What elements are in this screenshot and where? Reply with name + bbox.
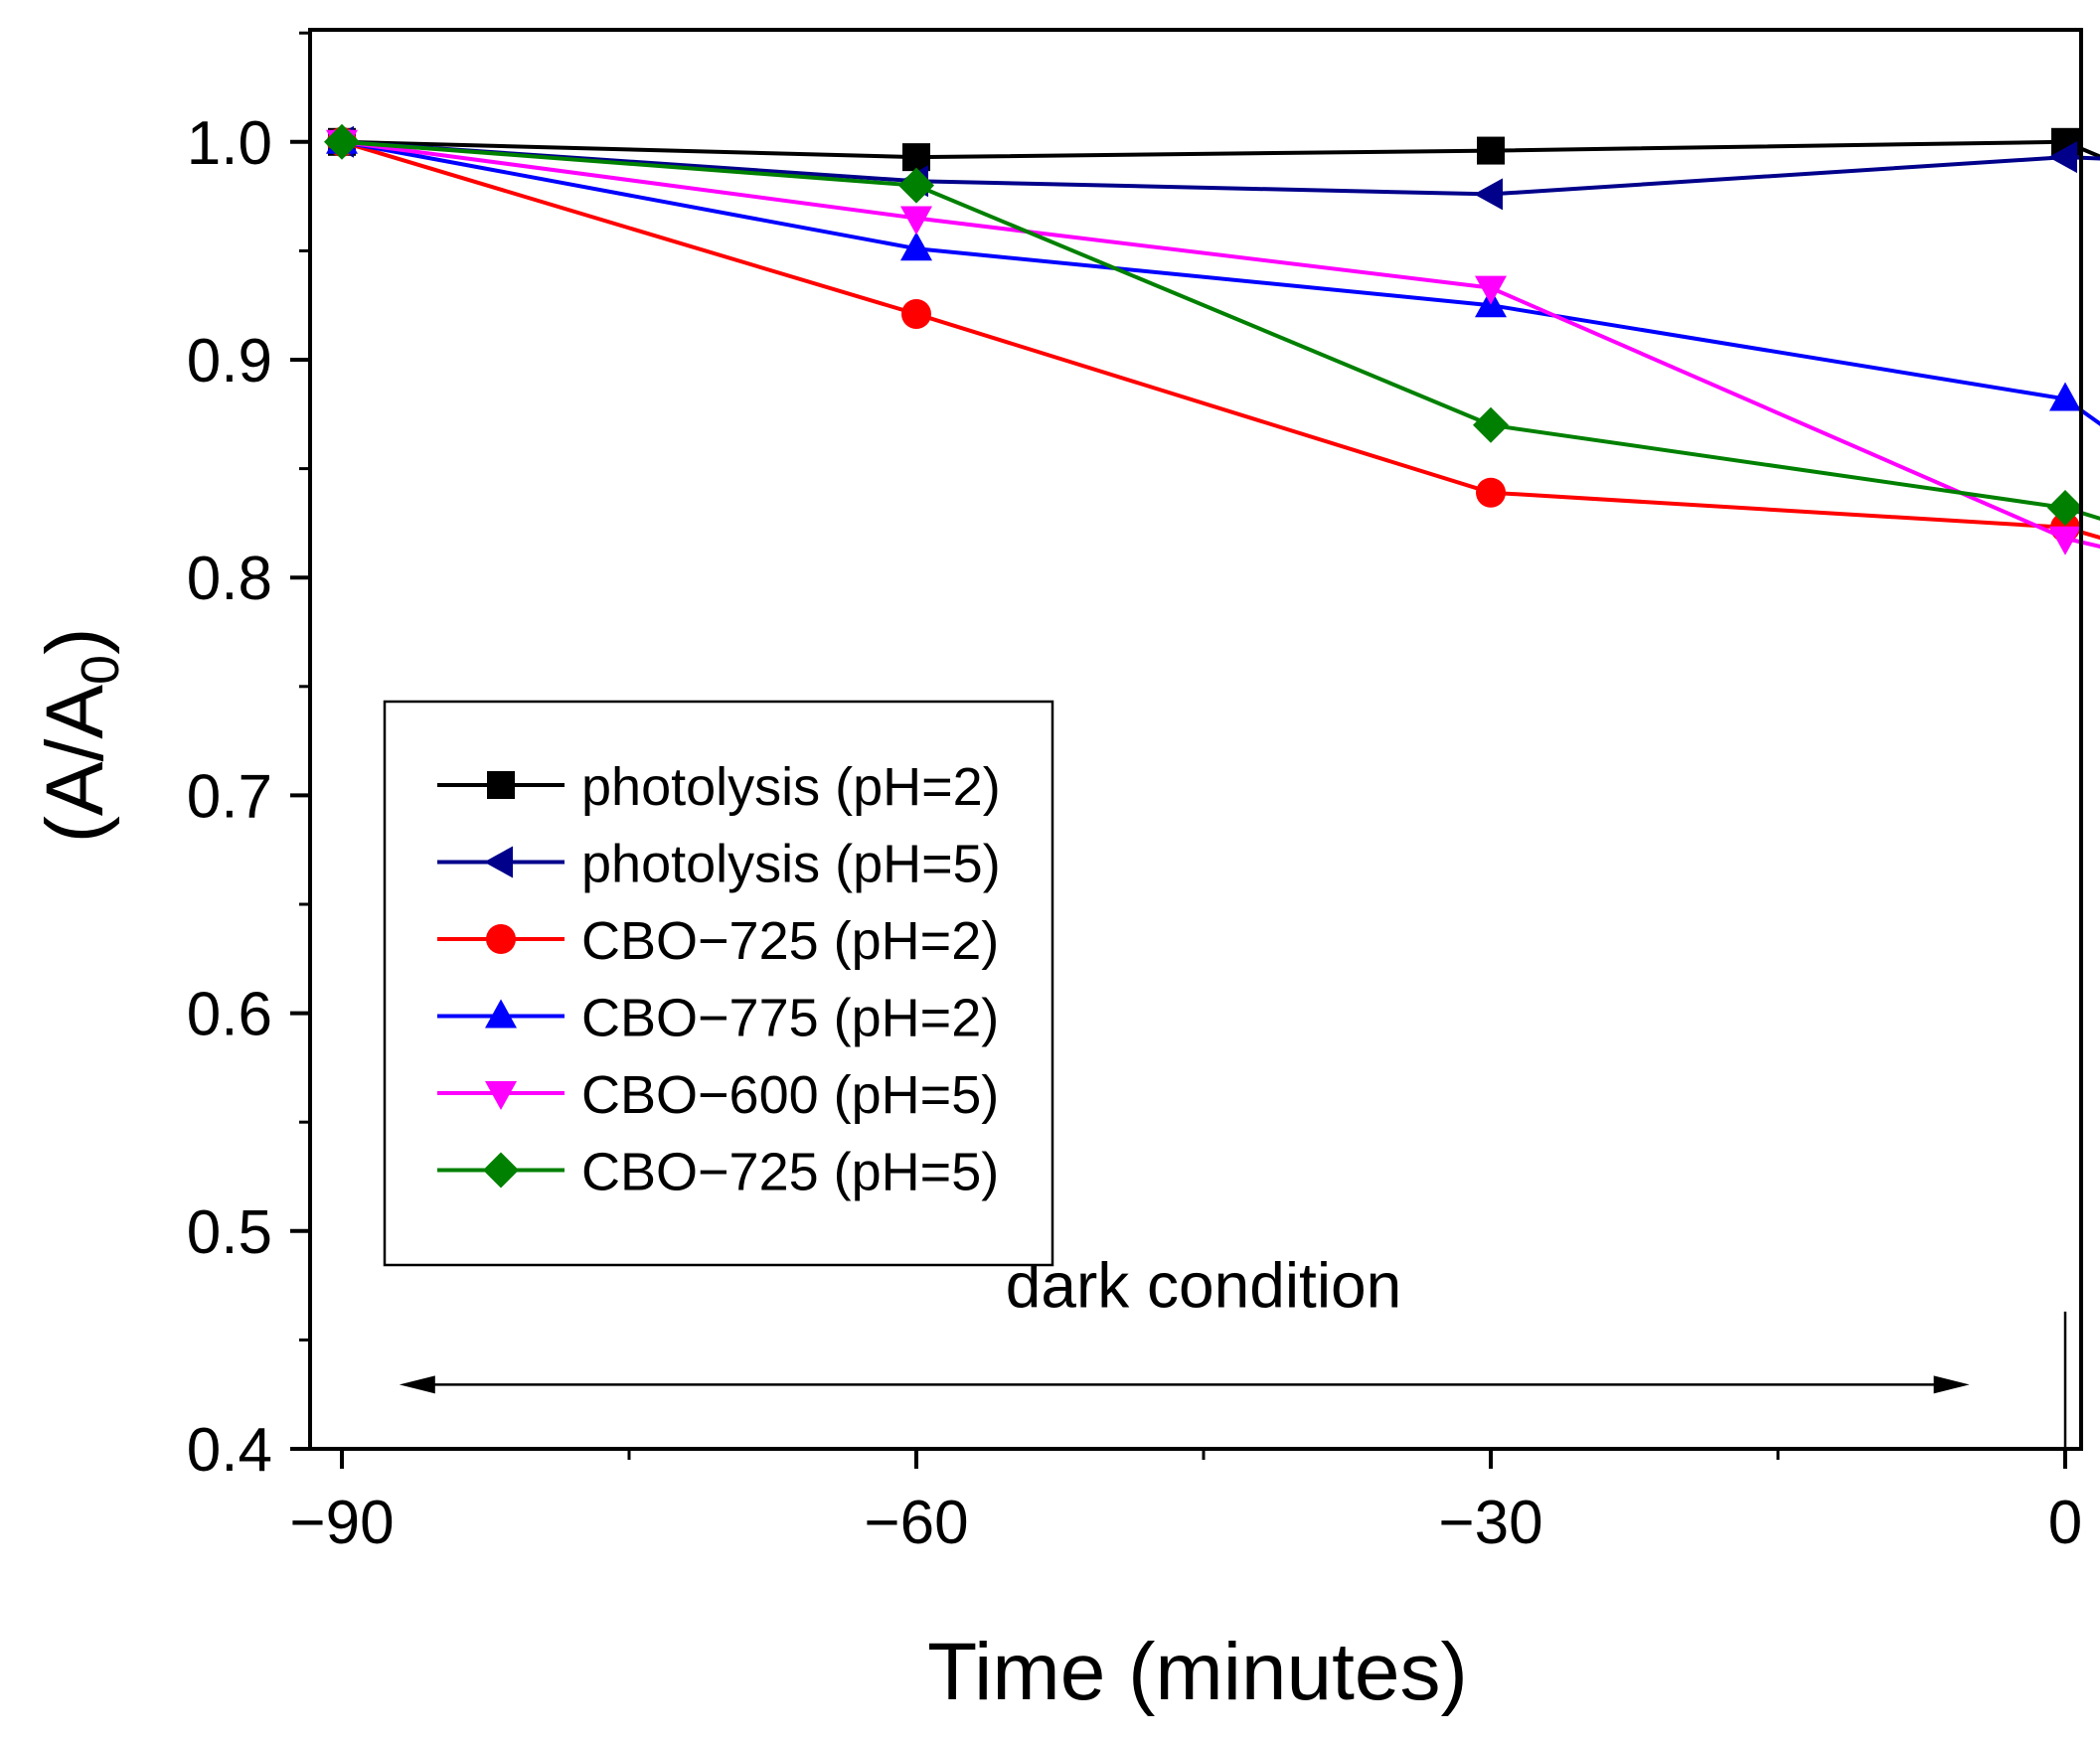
y-tick-label: 0.9: [187, 327, 272, 396]
data-point: [900, 232, 933, 261]
legend-label: photolysis (pH=2): [581, 757, 1001, 817]
legend-entry: CBO−725 (pH=2): [437, 911, 999, 971]
annotation-arrowhead-right: [1933, 1375, 1970, 1394]
legend-entry: CBO−775 (pH=2): [437, 989, 999, 1048]
y-axis-label-subscript: 0: [71, 655, 130, 685]
x-tick-label: −60: [864, 1489, 968, 1557]
x-tick-label: −30: [1438, 1489, 1542, 1557]
x-axis-label: Time (minutes): [927, 1627, 1468, 1717]
legend-marker: [486, 924, 516, 954]
y-tick-label: 0.4: [187, 1416, 272, 1485]
series-layer: [324, 123, 2100, 555]
data-point: [1475, 275, 1508, 305]
data-point: [2047, 490, 2084, 527]
legend-marker: [485, 999, 517, 1029]
x-tick-label: −90: [289, 1489, 394, 1557]
legend-label: photolysis (pH=5): [581, 835, 1001, 894]
legend-label: CBO−600 (pH=5): [581, 1065, 999, 1125]
data-point: [1474, 178, 1504, 211]
axes: −90−60−3003060900.40.50.60.70.80.91.0: [187, 28, 2083, 1557]
annotation-arrowhead-left: [399, 1375, 435, 1394]
legend-label: CBO−775 (pH=2): [581, 989, 999, 1048]
legend-marker: [487, 771, 515, 799]
data-point: [1477, 136, 1506, 165]
y-tick-label: 1.0: [187, 109, 272, 178]
annotations: dark conditionsolar irradiation: [399, 1250, 2067, 1449]
legend-entry: photolysis (pH=2): [437, 757, 1001, 817]
data-point: [900, 206, 933, 236]
y-tick-label: 0.6: [187, 981, 272, 1049]
legend-label: CBO−725 (pH=2): [581, 911, 999, 971]
plot-frame: [308, 28, 2083, 1451]
y-axis-label-main: (A/A: [30, 685, 120, 844]
y-tick-label: 0.8: [187, 545, 272, 613]
legend-marker: [485, 1081, 517, 1110]
data-point: [902, 143, 931, 172]
data-point: [898, 167, 935, 204]
annotation-label: dark condition: [1006, 1250, 1401, 1322]
data-point: [901, 298, 932, 329]
legend-entry: CBO−600 (pH=5): [437, 1065, 999, 1125]
y-tick-label: 0.7: [187, 762, 272, 831]
data-point: [2049, 526, 2082, 555]
y-axis-label-close: ): [30, 628, 120, 655]
legend-entry: CBO−725 (pH=5): [437, 1143, 999, 1202]
data-point: [1473, 406, 1510, 443]
legend-marker: [484, 846, 513, 878]
x-tick-label: 0: [2048, 1489, 2082, 1557]
series-6: [324, 123, 2100, 527]
legend-label: CBO−725 (pH=5): [581, 1143, 999, 1202]
y-tick-label: 0.5: [187, 1198, 272, 1267]
data-point: [1476, 477, 1507, 508]
legend-marker: [483, 1152, 519, 1188]
y-axis-label: (A/A0): [30, 628, 130, 844]
data-point: [2048, 141, 2078, 174]
legend: photolysis (pH=2) photolysis (pH=5) CBO−72…: [383, 700, 1054, 1267]
legend-entry: photolysis (pH=5): [437, 835, 1001, 894]
data-point: [324, 123, 360, 160]
data-point: [2049, 382, 2082, 411]
